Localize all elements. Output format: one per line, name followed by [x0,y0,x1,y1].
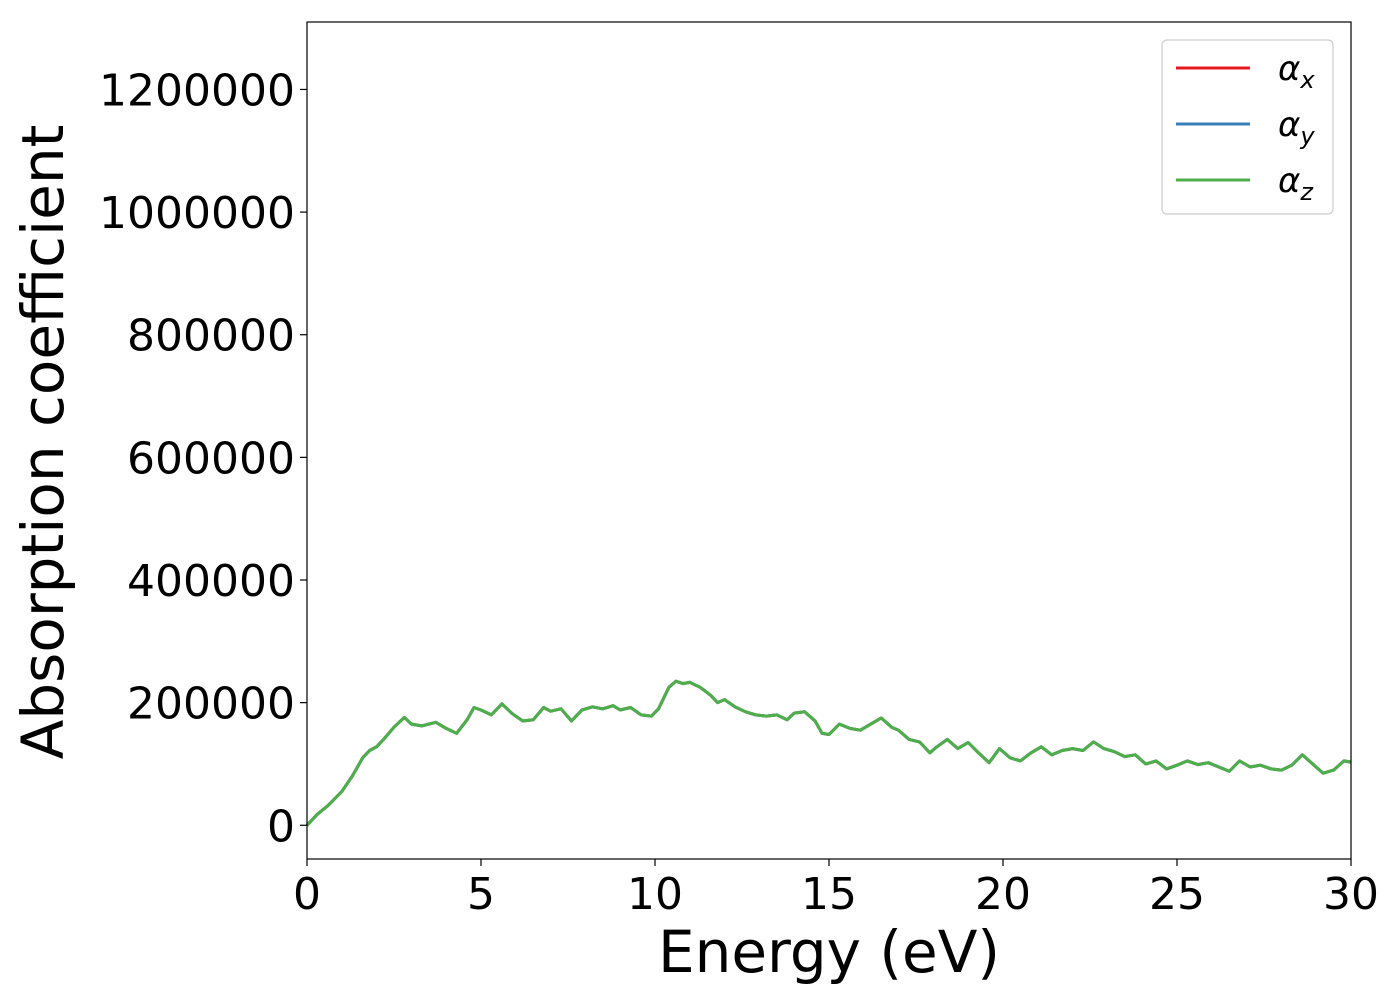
x-tick-label: 0 [293,869,321,920]
series-line-2 [305,679,1352,827]
y-tick-label: 0 [267,801,295,852]
y-tick-label: 200000 [127,679,295,730]
y-tick-label: 1000000 [99,188,295,239]
x-tick-label: 20 [975,869,1031,920]
x-tick-label: 25 [1149,869,1205,920]
series-line-1 [305,679,1352,827]
y-axis: 0 200000 400000 600000 800000 1000000 1200000 [99,65,307,852]
x-axis-title: Energy (eV) [658,918,1000,986]
y-axis-title: Absorption coefficient [9,125,77,760]
x-tick-label: 30 [1323,869,1379,920]
series-layer [305,679,1352,827]
x-axis: 0 5 10 15 20 25 30 [293,859,1379,920]
x-tick-label: 5 [467,869,495,920]
y-tick-label: 800000 [127,311,295,362]
legend-box [1161,39,1334,215]
x-tick-label: 15 [801,869,857,920]
x-tick-label: 10 [627,869,683,920]
y-tick-label: 600000 [127,433,295,484]
series-line-0 [305,679,1352,827]
y-tick-label: 400000 [127,556,295,607]
y-tick-label: 1200000 [99,65,295,116]
